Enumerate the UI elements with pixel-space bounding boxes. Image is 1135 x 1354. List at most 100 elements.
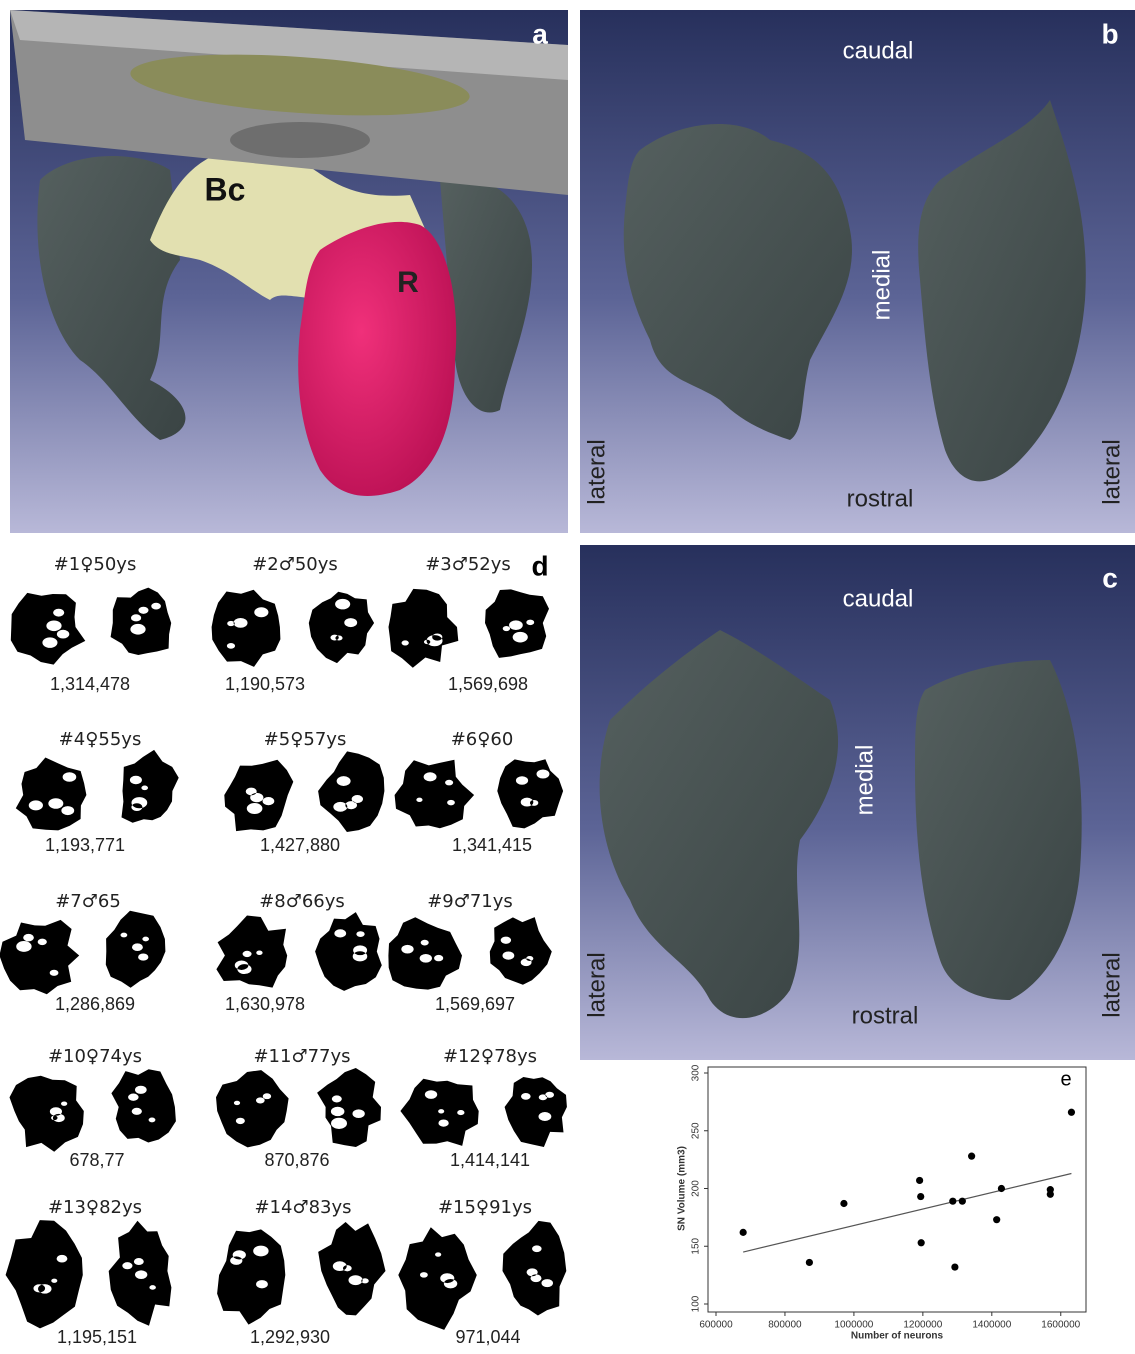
direction-label: lateral <box>1098 439 1125 504</box>
specimen-section <box>400 1079 478 1146</box>
specimen-label: #13♀82ys <box>48 1197 142 1218</box>
data-point <box>916 1177 923 1184</box>
data-point <box>917 1193 924 1200</box>
specimen-section <box>0 920 79 994</box>
data-point <box>918 1239 925 1246</box>
mri-structure <box>230 122 370 158</box>
specimen-section <box>122 750 179 823</box>
structure-label: R <box>397 266 419 299</box>
specimen-section <box>485 589 549 658</box>
direction-label: caudal <box>843 585 914 612</box>
direction-label: lateral <box>1098 952 1125 1017</box>
specimen-label: #4♀55ys <box>59 729 142 750</box>
data-point <box>806 1259 813 1266</box>
panel-letter: b <box>1101 18 1118 49</box>
neuron-count: 1,193,771 <box>45 835 125 855</box>
neuron-count: 1,190,573 <box>225 674 305 694</box>
specimen-section <box>505 1077 567 1147</box>
neuron-count: 678,77 <box>69 1150 124 1170</box>
data-point <box>1047 1191 1054 1198</box>
panel-letter: c <box>1102 562 1118 593</box>
data-point <box>998 1185 1005 1192</box>
specimen-section <box>217 1229 285 1324</box>
x-tick-label: 1200000 <box>903 1320 942 1331</box>
x-tick-label: 800000 <box>768 1320 802 1331</box>
specimen-section <box>317 1068 381 1147</box>
specimen-section <box>16 758 87 831</box>
x-tick-label: 600000 <box>699 1320 733 1331</box>
specimen-section <box>490 917 552 985</box>
data-point <box>740 1229 747 1236</box>
y-axis-label: SN Volume (mm3) <box>677 1146 688 1231</box>
specimen-section <box>111 588 172 655</box>
panel-e-bg <box>580 1060 1135 1349</box>
data-point <box>1068 1109 1075 1116</box>
neuron-count: 1,292,930 <box>250 1327 330 1347</box>
y-tick-label: 100 <box>691 1295 702 1312</box>
neuron-count: 1,314,478 <box>50 674 130 694</box>
specimen-section <box>318 1222 385 1315</box>
neuron-count: 1,569,698 <box>448 674 528 694</box>
specimen-section <box>109 1221 172 1326</box>
specimen-label: #9♂71ys <box>427 891 513 912</box>
neuron-count: 870,876 <box>264 1150 329 1170</box>
specimen-section <box>10 1076 84 1152</box>
direction-label: rostral <box>852 1002 919 1029</box>
x-tick-label: 1000000 <box>834 1320 873 1331</box>
specimen-section <box>388 917 462 989</box>
specimen-section <box>315 912 382 991</box>
neuron-count: 971,044 <box>455 1327 520 1347</box>
specimen-label: #11♂77ys <box>253 1046 350 1067</box>
data-point <box>993 1216 1000 1223</box>
specimen-label: #6♀60 <box>451 729 514 750</box>
r-structure <box>298 222 456 496</box>
specimen-section <box>111 1069 175 1142</box>
x-tick-label: 1400000 <box>972 1320 1011 1331</box>
neuron-count: 1,341,415 <box>452 835 532 855</box>
specimen-section <box>389 589 459 668</box>
neuron-count: 1,569,697 <box>435 994 515 1014</box>
specimen-label: #10♀74ys <box>48 1046 142 1067</box>
direction-label: lateral <box>583 439 610 504</box>
direction-label: lateral <box>583 952 610 1017</box>
y-tick-label: 250 <box>691 1122 702 1139</box>
panel-letter: d <box>531 550 548 581</box>
specimen-label: #14♂83ys <box>254 1197 351 1218</box>
specimen-section <box>212 590 281 667</box>
specimen-section <box>216 1070 289 1147</box>
panel-letter: e <box>1060 1068 1071 1090</box>
structure-label: Bc <box>205 171 246 207</box>
specimen-section <box>395 760 475 829</box>
specimen-section <box>11 593 86 665</box>
x-axis-label: Number of neurons <box>851 1331 944 1342</box>
specimen-label: #5♀57ys <box>264 729 347 750</box>
neuron-count: 1,195,151 <box>57 1327 137 1347</box>
neuron-count: 1,286,869 <box>55 994 135 1014</box>
specimen-section <box>398 1227 477 1330</box>
data-point <box>840 1200 847 1207</box>
direction-label: rostral <box>847 485 914 512</box>
specimen-section <box>224 760 293 831</box>
specimen-label: #15♀91ys <box>438 1197 532 1218</box>
panel-letter: a <box>532 18 548 49</box>
neuron-count: 1,427,880 <box>260 835 340 855</box>
specimen-label: #8♂66ys <box>259 891 345 912</box>
data-point <box>959 1198 966 1205</box>
specimen-section <box>503 1221 567 1316</box>
x-tick-label: 1600000 <box>1041 1320 1080 1331</box>
specimen-label: #7♂65 <box>55 891 121 912</box>
specimen-section <box>309 592 374 663</box>
y-tick-label: 300 <box>691 1064 702 1081</box>
specimen-section <box>216 916 287 988</box>
specimen-label: #2♂50ys <box>252 554 338 575</box>
specimen-label: #3♂52ys <box>425 554 511 575</box>
direction-label: medial <box>868 250 895 321</box>
specimen-section <box>497 759 563 828</box>
direction-label: caudal <box>843 37 914 64</box>
direction-label: medial <box>851 745 878 816</box>
specimen-label: #1♀50ys <box>54 554 137 575</box>
specimen-section <box>6 1220 83 1328</box>
data-point <box>968 1153 975 1160</box>
data-point <box>951 1263 958 1270</box>
neuron-count: 1,630,978 <box>225 994 305 1014</box>
